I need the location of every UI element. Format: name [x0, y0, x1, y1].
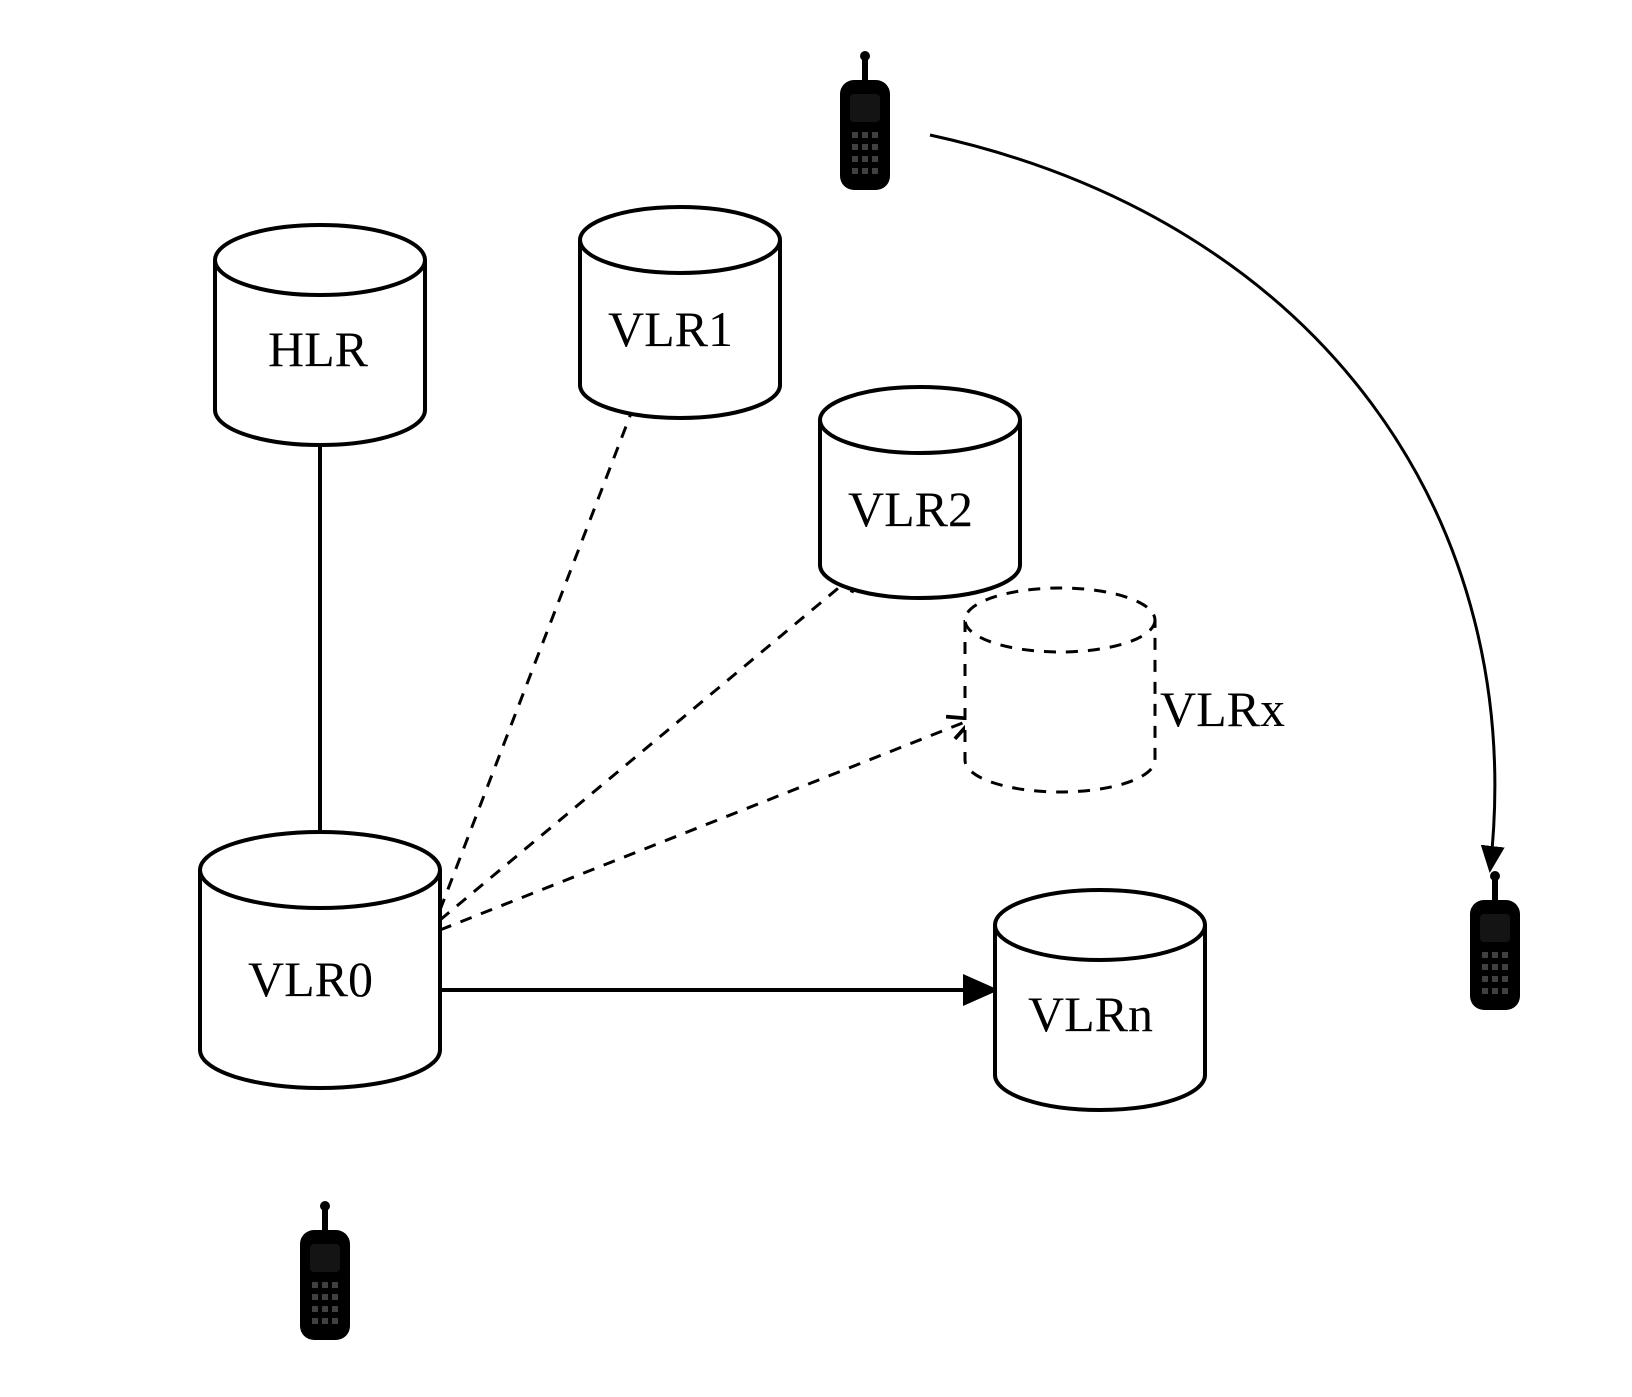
- edge-vlr0-vlr1: [440, 390, 640, 910]
- label-hlr: HLR: [268, 320, 368, 378]
- label-vlrn: VLRn: [1028, 985, 1153, 1043]
- phone-icon-top: [840, 51, 890, 190]
- diagram-svg: [0, 0, 1632, 1397]
- label-vlr1: VLR1: [608, 300, 733, 358]
- phone-icon-bottom: [300, 1201, 350, 1340]
- label-vlr2: VLR2: [848, 480, 973, 538]
- diagram-canvas: HLR VLR1 VLR2 VLRx VLRn VLR0: [0, 0, 1632, 1397]
- edge-vlr0-vlrx: [440, 720, 970, 930]
- phone-icon-right: [1470, 871, 1520, 1010]
- node-vlrx: [965, 588, 1155, 792]
- label-vlr0: VLR0: [248, 950, 373, 1008]
- label-vlrx: VLRx: [1160, 680, 1285, 738]
